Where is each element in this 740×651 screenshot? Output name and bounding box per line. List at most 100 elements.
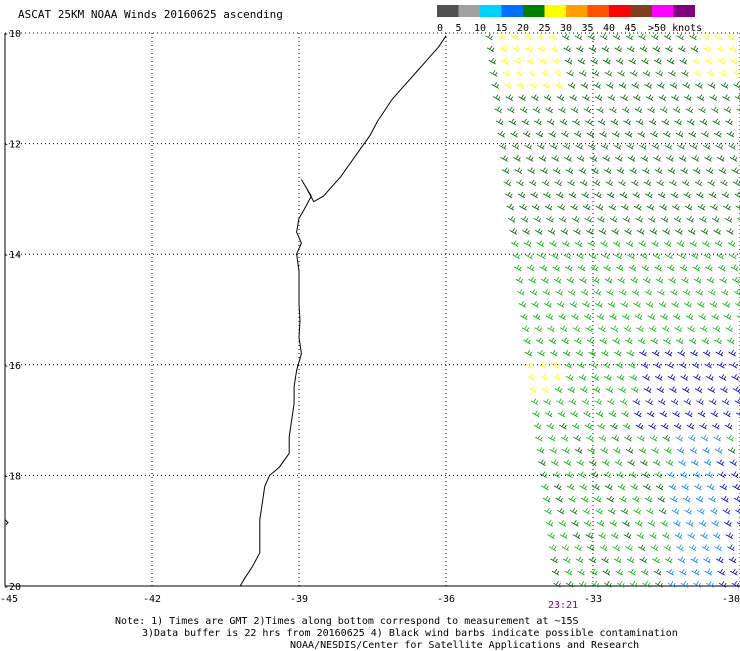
wind-barb [700,423,707,429]
wind-barb [586,533,593,539]
wind-barb [646,95,653,101]
wind-barb [563,557,570,563]
wind-barb [620,399,627,405]
wind-barb [649,326,656,332]
wind-barb [630,168,637,174]
wind-barb [563,143,570,149]
wind-barb [511,241,518,247]
wind-barb [626,34,633,40]
wind-barb [704,460,711,466]
wind-barb [570,508,577,514]
wind-barb [621,204,628,210]
wind-barb [543,289,550,295]
lat-label: -20 [3,582,21,593]
lon-label: -39 [290,594,308,605]
wind-barb [571,107,578,113]
wind-barb [735,192,740,198]
wind-barb [516,70,523,76]
wind-barb [633,192,640,198]
wind-barb [614,143,621,149]
wind-barb [703,350,710,356]
wind-barb [606,289,613,295]
wind-barb [711,411,718,417]
wind-barb [536,131,543,137]
wind-barb [538,460,545,466]
wind-barb [594,289,601,295]
wind-barb [637,228,644,234]
wind-barb [736,411,740,417]
wind-barb [606,82,613,88]
wind-barb [568,82,575,88]
wind-barb [674,423,681,429]
wind-barb [642,168,649,174]
wind-barb [705,265,712,271]
wind-barb [719,168,726,174]
wind-barb [637,533,644,539]
wind-barb [527,265,534,271]
wind-barb [685,204,692,210]
wind-barb [660,411,667,417]
wind-barb [663,338,670,344]
wind-barb [558,411,565,417]
wind-barb [591,168,598,174]
wind-barb [640,460,647,466]
wind-barb [672,301,679,307]
wind-barb [684,95,691,101]
wind-barb [718,58,725,64]
wind-barb [660,314,667,320]
wind-barb [579,374,586,380]
wind-barb [581,289,588,295]
wind-barb [612,435,619,441]
wind-barb [686,107,693,113]
wind-barb [562,34,569,40]
wind-barb [630,374,637,380]
wind-barb [646,508,653,514]
wind-barb [628,362,635,368]
wind-barb [573,119,580,125]
wind-barb [544,95,551,101]
wind-barb [620,192,627,198]
wind-barb [501,58,508,64]
wind-barb [590,155,597,161]
wind-barb [631,180,638,186]
wind-barb [598,326,605,332]
wind-barb [698,204,705,210]
wind-barb [532,411,539,417]
wind-barb [627,350,634,356]
wind-barb [735,95,740,101]
wind-barb [703,447,710,453]
wind-barb [599,435,606,441]
wind-barb [715,34,722,40]
wind-barb [535,435,542,441]
wind-barb [607,399,614,405]
wind-barb [705,155,712,161]
wind-barb [731,265,738,271]
wind-barb [679,155,686,161]
wind-barb [664,241,671,247]
wind-barb [646,399,653,405]
wind-barb [612,228,619,234]
wind-barb [590,569,597,575]
wind-barb [618,180,625,186]
coastline [240,36,446,586]
wind-barb [547,119,554,125]
wind-barb [594,82,601,88]
wind-barb [651,545,658,551]
wind-barb [593,180,600,186]
wind-barb [684,399,691,405]
wind-barb [665,46,672,52]
wind-barb [539,362,546,368]
wind-barb [722,192,729,198]
wind-barb [720,387,727,393]
wind-barb [661,216,668,222]
wind-barb [544,508,551,514]
wind-barb [538,350,545,356]
wind-barb [663,435,670,441]
wind-barb [648,216,655,222]
wind-barb [652,143,659,149]
wind-barb [604,472,611,478]
wind-barb [601,350,608,356]
wind-barb [702,241,709,247]
wind-barb [729,46,736,52]
wind-barb [633,95,640,101]
